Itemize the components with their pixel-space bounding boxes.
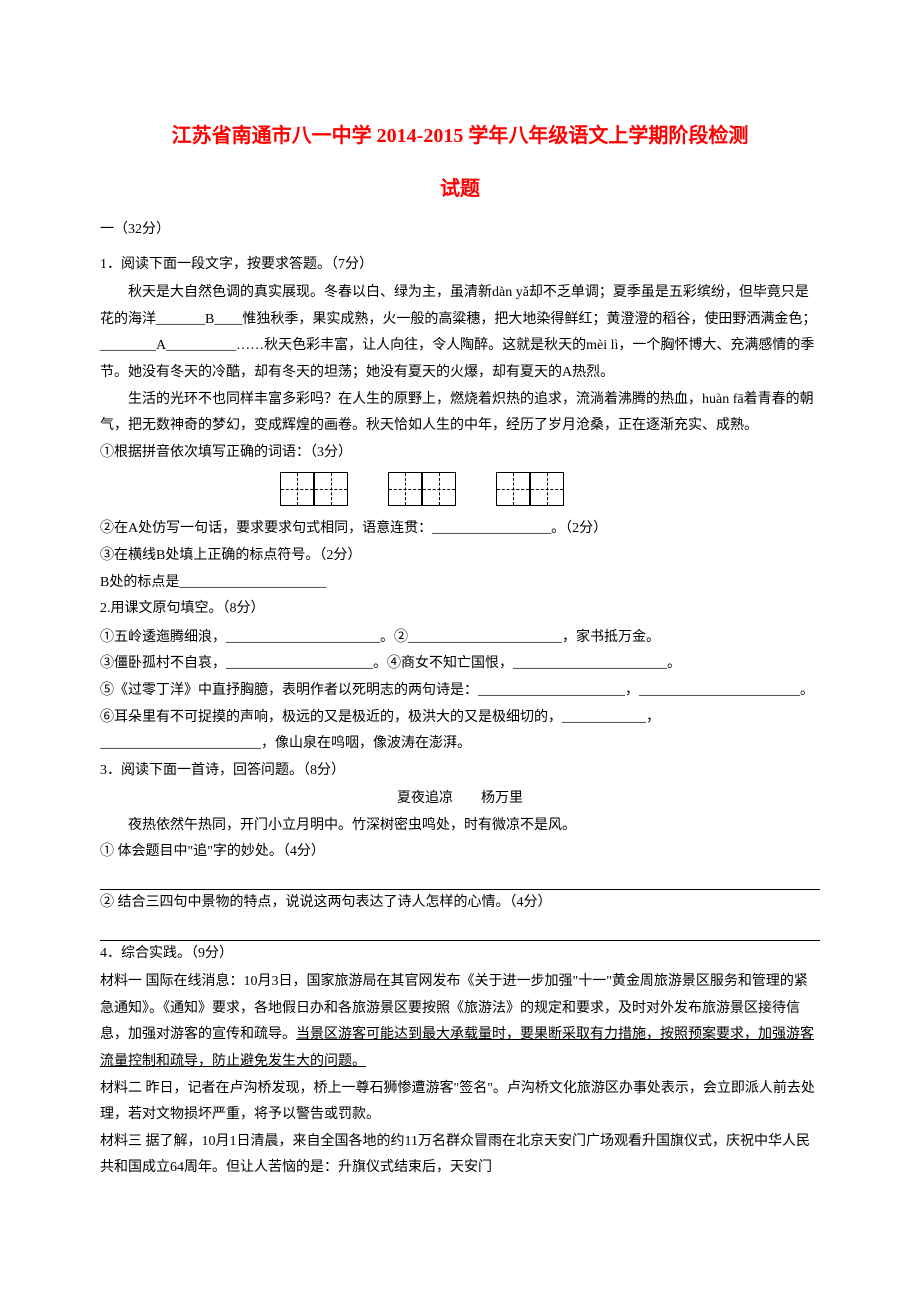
page-title: 江苏省南通市八一中学 2014-2015 学年八年级语文上学期阶段检测: [100, 120, 820, 152]
q1-sub2: ②在A处仿写一句话，要求要求句式相同，语意连贯：________________…: [100, 516, 820, 543]
answer-line: [100, 917, 820, 941]
pinyin-grid-box-2: [388, 472, 456, 506]
grid-cell: [496, 472, 530, 506]
answer-line: [100, 866, 820, 890]
q1-sub3: ③在横线B处填上正确的标点符号。（2分）: [100, 543, 820, 570]
grid-cell: [314, 472, 348, 506]
q3-stem: 3．阅读下面一首诗，回答问题。（8分）: [100, 758, 820, 785]
q3-sub2: ② 结合三四句中景物的特点，说说这两句表达了诗人怎样的心情。（4分）: [100, 890, 820, 917]
pinyin-grid-box-1: [280, 472, 348, 506]
grid-cell: [388, 472, 422, 506]
poem-title: 夏夜追凉 杨万里: [100, 786, 820, 813]
material-1-label: 材料一: [100, 974, 146, 989]
q1-stem: 1．阅读下面一段文字，按要求答题。（7分）: [100, 252, 820, 279]
q1-paragraph-2: 生活的光环不也同样丰富多彩吗？在人生的原野上，燃烧着炽热的追求，流淌着沸腾的热血…: [100, 387, 820, 440]
q2-line4: ⑥耳朵里有不可捉摸的声响，极远的又是极近的，极洪大的又是极细切的，_______…: [100, 705, 820, 758]
grid-cell: [280, 472, 314, 506]
q3-sub1: ① 体会题目中"追"字的妙处。（4分）: [100, 839, 820, 866]
q4-stem: 4．综合实践。（9分）: [100, 941, 820, 968]
q2-line1: ①五岭逶迤腾细浪，______________________。②_______…: [100, 625, 820, 652]
pinyin-grid-box-3: [496, 472, 564, 506]
section-1-header: 一（32分）: [100, 217, 820, 244]
q1-paragraph-1: 秋天是大自然色调的真实展现。冬春以白、绿为主，虽清新dàn yǎ却不乏单调；夏季…: [100, 280, 820, 386]
q2-line3: ⑤《过零丁洋》中直抒胸臆，表明作者以死明志的两句诗是：_____________…: [100, 678, 820, 705]
pinyin-grid-row: [280, 472, 820, 506]
q4-material-2: 材料二 昨日，记者在卢沟桥发现，桥上一尊石狮惨遭游客"签名"。卢沟桥文化旅游区办…: [100, 1076, 820, 1129]
q2-stem: 2.用课文原句填空。（8分）: [100, 596, 820, 623]
poem-line: 夜热依然午热同，开门小立月明中。竹深树密虫鸣处，时有微凉不是风。: [100, 813, 820, 840]
grid-cell: [530, 472, 564, 506]
q1-sub1: ①根据拼音依次填写正确的词语：（3分）: [100, 440, 820, 467]
q1-sub3-line: B处的标点是_____________________: [100, 570, 820, 597]
grid-cell: [422, 472, 456, 506]
q4-material-3: 材料三 据了解，10月1日清晨，来自全国各地的约11万名群众冒雨在北京天安门广场…: [100, 1129, 820, 1182]
page-subtitle: 试题: [100, 172, 820, 201]
q2-line2: ③僵卧孤村不自哀，_____________________。④商女不知亡国恨，…: [100, 651, 820, 678]
q4-material-1: 材料一 国际在线消息：10月3日，国家旅游局在其官网发布《关于进一步加强"十一"…: [100, 969, 820, 1075]
